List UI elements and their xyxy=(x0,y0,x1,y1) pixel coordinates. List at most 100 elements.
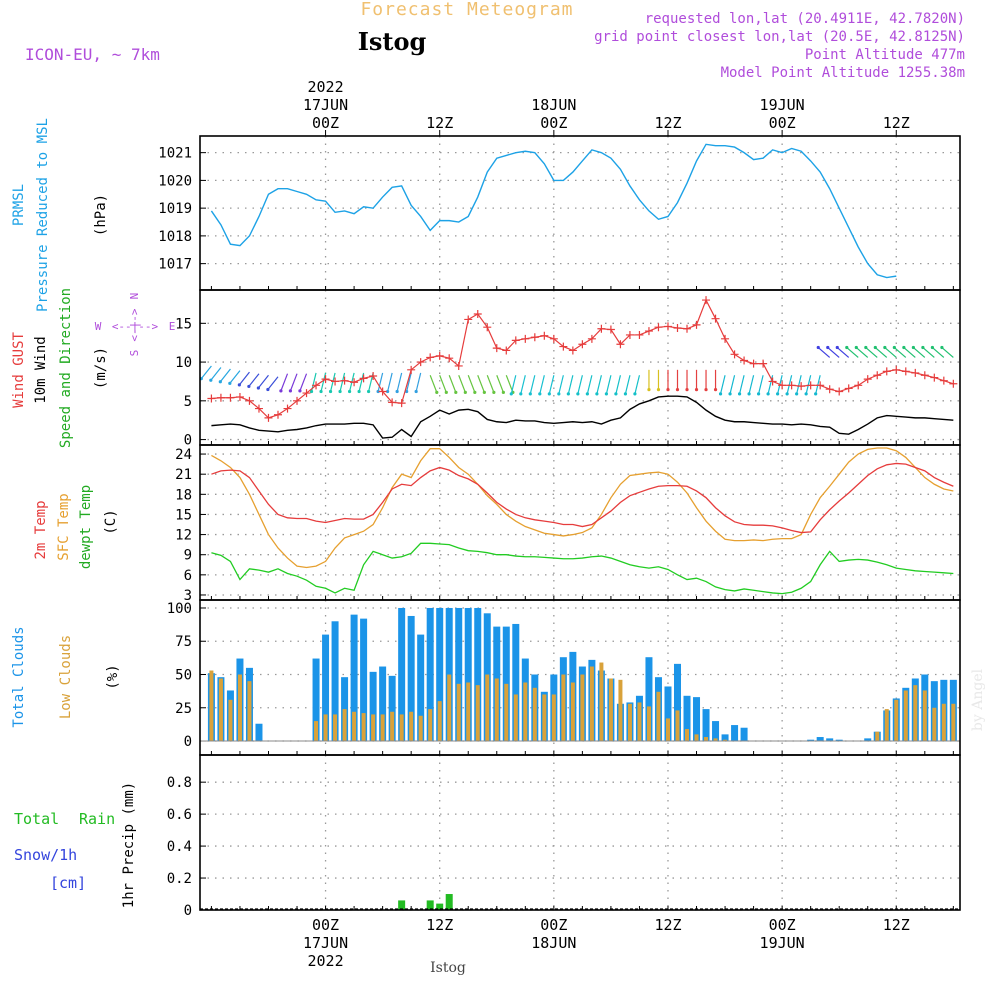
wind-direction-arrow xyxy=(729,375,736,394)
model-label: ICON-EU, ~ 7km xyxy=(25,45,160,64)
wind-direction-arrow xyxy=(529,375,536,394)
wind-gust-marker xyxy=(283,404,292,413)
ms-unit-label: (m/s) xyxy=(93,347,109,389)
wind-arrow-head xyxy=(338,389,342,394)
sfc-temp-line xyxy=(211,447,954,569)
wind-gust-marker xyxy=(854,381,863,390)
low-cloud-bar xyxy=(428,709,433,742)
total-cloud-bar xyxy=(645,657,653,742)
low-cloud-bar xyxy=(704,737,709,742)
low-clouds-label: Low Clouds xyxy=(58,635,74,719)
wind-arrow-head xyxy=(675,388,680,392)
wind-gust-marker xyxy=(378,387,387,396)
wind-gust-marker xyxy=(930,373,939,382)
low-cloud-bar xyxy=(884,709,889,742)
wind-direction-arrow xyxy=(558,375,564,394)
low-cloud-bar xyxy=(228,699,233,742)
top-axis-hour-label: 00Z xyxy=(540,114,567,132)
wind-direction-arrow xyxy=(267,376,279,390)
low-cloud-bar xyxy=(532,687,537,742)
wind-gust-marker xyxy=(730,350,739,359)
wind-direction-arrow xyxy=(719,375,726,394)
wind-gust-marker xyxy=(949,379,958,388)
top-axis-hour-label: 00Z xyxy=(312,114,339,132)
total-cloud-bar xyxy=(474,607,482,742)
low-cloud-bar xyxy=(456,683,461,742)
wind-gust-line xyxy=(211,298,954,419)
wind-direction-arrow xyxy=(827,347,840,358)
wind-gust-marker xyxy=(273,410,282,419)
wind-gust-marker xyxy=(511,336,520,345)
wind-arrow-head xyxy=(279,389,283,393)
total-cloud-bar xyxy=(826,738,834,742)
temp-2m-line xyxy=(211,462,954,534)
wind-direction-arrow xyxy=(358,372,365,392)
wind-gust-marker xyxy=(492,344,501,353)
bottom-axis-year-label: 2022 xyxy=(307,952,343,970)
wind-speed-line xyxy=(211,395,954,439)
wind-arrow-head xyxy=(766,392,770,396)
low-cloud-bar xyxy=(437,701,442,742)
wind-arrow-head xyxy=(376,389,380,394)
total-cloud-bar xyxy=(455,607,463,742)
y-tick-label: 1021 xyxy=(158,146,192,162)
location-title: Istog xyxy=(358,27,427,56)
bottom-axis-hour-label: 00Z xyxy=(312,916,339,934)
wind-direction-arrow xyxy=(922,347,935,358)
wind-direction-arrow xyxy=(329,372,336,392)
wind-gust-marker xyxy=(863,375,872,384)
wind-gust-marker xyxy=(226,393,235,402)
wind-arrow-head xyxy=(614,392,618,396)
wind-direction-arrow xyxy=(624,375,631,394)
total-cloud-bar xyxy=(740,727,748,742)
wind-direction-arrow xyxy=(865,347,878,358)
wind-arrow-head xyxy=(519,392,523,396)
low-cloud-bar xyxy=(951,703,956,742)
wind-direction-arrow xyxy=(320,372,327,392)
compass-north: N xyxy=(128,293,141,300)
y-tick-label: 21 xyxy=(175,467,192,483)
low-cloud-bar xyxy=(618,679,623,742)
wind-gust-marker xyxy=(483,323,492,332)
wind-gust-marker xyxy=(454,361,463,370)
wind-arrow-head xyxy=(647,388,651,392)
wind-gust-marker xyxy=(835,387,844,396)
wind-direction-arrow xyxy=(786,375,793,394)
total-cloud-bar xyxy=(436,607,444,742)
wind-gust-marker xyxy=(416,358,425,367)
wind-arrow-head xyxy=(319,389,323,394)
wind-gust-marker xyxy=(521,334,530,343)
wind-gust-marker xyxy=(644,327,653,336)
low-cloud-bar xyxy=(665,718,670,742)
rain-bar xyxy=(436,903,444,910)
wind-direction-arrow xyxy=(377,372,384,392)
wind-arrow-head xyxy=(444,390,448,394)
precip-panel: 0 0.2 0.4 0.6 0.8 xyxy=(167,755,960,919)
y-tick-label: 15 xyxy=(175,316,192,332)
wind-direction-arrow xyxy=(200,365,212,380)
plot-layer: 1017101810191020102105101536912151821240… xyxy=(158,78,961,970)
pressure-frame xyxy=(199,135,961,291)
low-cloud-bar xyxy=(932,707,937,742)
wind-gust-marker xyxy=(397,399,406,408)
wind-direction-arrow xyxy=(387,372,393,392)
low-cloud-bar xyxy=(608,678,613,742)
bottom-axis-hour-label: 12Z xyxy=(883,916,910,934)
wind-arrow-head xyxy=(604,392,608,396)
wind-gust-marker xyxy=(920,371,929,380)
y-tick-label: 0.4 xyxy=(167,839,192,855)
pressure-msl-label: Pressure Reduced to MSL xyxy=(35,118,51,312)
total-cloud-bar xyxy=(683,695,691,742)
snow-label: Snow/1h xyxy=(14,846,77,864)
wind-gust-marker xyxy=(359,374,368,383)
wind-gust-marker xyxy=(235,392,244,401)
wind-arrow-head xyxy=(463,390,467,394)
wind-direction-arrow xyxy=(815,375,821,394)
wind-direction-arrow xyxy=(520,375,526,394)
wind-direction-arrow xyxy=(615,375,622,394)
wind-gust-marker xyxy=(549,334,558,343)
bottom-axis-day-label: 17JUN xyxy=(303,934,348,952)
low-cloud-bar xyxy=(314,721,319,742)
top-axis-day-label: 17JUN xyxy=(303,96,348,114)
y-tick-label: 9 xyxy=(184,548,192,564)
